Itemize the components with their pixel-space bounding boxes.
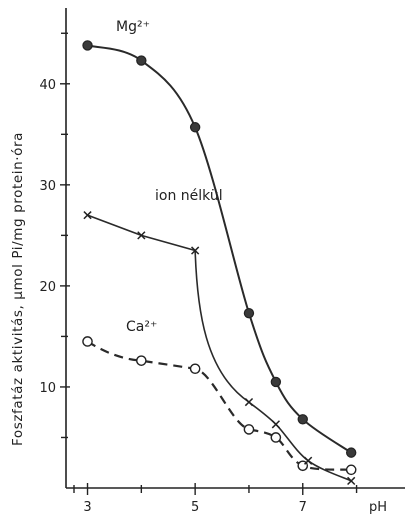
series-label-ion: ion nélkül	[155, 188, 223, 204]
x-axis-label: pH	[369, 500, 387, 515]
data-point-ion	[191, 246, 200, 255]
data-point-ca	[345, 464, 357, 476]
labels-layer: Mg²⁺ ion nélkül Ca²⁺	[116, 19, 223, 335]
data-point-mg	[297, 414, 308, 425]
data-point-ion-stroke	[271, 420, 280, 429]
data-point-mg	[136, 55, 147, 66]
data-point-ca	[270, 432, 282, 443]
series-line-ca	[86, 340, 352, 471]
y-tick-label: 30	[39, 179, 56, 194]
y-tick-label: 20	[39, 280, 56, 295]
data-point-ion	[244, 397, 254, 407]
data-point-ca	[243, 424, 255, 435]
data-point-ca	[82, 336, 93, 347]
data-point-mg	[82, 40, 93, 51]
data-point-ion	[304, 456, 313, 465]
series-label-ca: Ca²⁺	[126, 319, 157, 335]
series-line-ion	[87, 214, 352, 482]
data-point-ion-stroke	[244, 397, 254, 407]
data-point-ion-stroke	[137, 231, 146, 240]
data-point-ca	[189, 363, 201, 375]
data-point-ca	[136, 355, 147, 366]
data-point-ion-stroke	[83, 211, 92, 220]
data-point-mg	[270, 376, 282, 388]
series-line-mg	[87, 44, 352, 454]
data-point-ion	[271, 420, 280, 429]
data-point-ion	[83, 211, 92, 220]
data-point-ion	[137, 231, 146, 240]
x-tick-label: 3	[83, 500, 91, 515]
axes: 10 20 30 40 3 5 7 pH Foszfatáz aktivitás, µmol P…	[10, 8, 405, 515]
x-tick-label: 7	[299, 500, 307, 515]
y-axis-label: Foszfatáz aktivitás, µmol Pi/mg protein·…	[10, 132, 26, 446]
x-tick-label: 5	[191, 500, 199, 515]
data-point-ion	[347, 476, 356, 486]
y-tick-label: 10	[39, 381, 56, 396]
y-tick-label: 40	[39, 78, 56, 93]
data-point-ion-stroke	[347, 476, 356, 486]
series-layer	[82, 40, 357, 486]
data-point-mg	[345, 447, 357, 458]
data-point-mg	[243, 307, 255, 319]
data-point-ion-stroke	[304, 456, 313, 465]
data-point-ion-stroke	[191, 246, 200, 255]
data-point-mg	[189, 122, 201, 133]
series-label-mg: Mg²⁺	[116, 19, 150, 35]
